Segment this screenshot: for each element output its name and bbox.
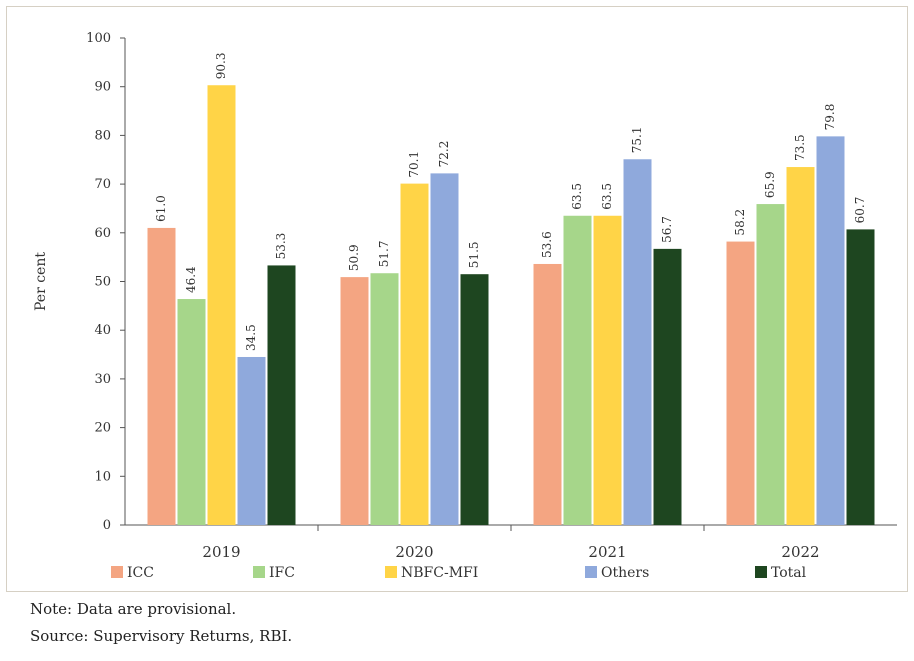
y-tick-label: 0 [103,518,111,533]
legend-swatch [253,566,265,578]
legend-swatch [385,566,397,578]
data-label: 50.9 [347,244,361,271]
bar-icc-2022 [726,241,755,526]
bar-others-2021 [623,159,652,525]
data-label: 51.5 [467,241,481,268]
data-label: 61.0 [154,195,168,222]
y-tick-label: 80 [94,128,111,143]
data-label: 72.2 [437,141,451,168]
x-tick-label: 2019 [202,543,240,561]
legend-label: IFC [269,565,295,581]
bar-icc-2020 [340,277,369,525]
data-label: 70.1 [407,151,421,178]
data-label: 60.7 [853,197,867,224]
bar-total-2021 [653,248,682,525]
data-label: 65.9 [763,171,777,198]
y-tick-label: 30 [94,372,111,387]
bar-nbfc-mfi-2021 [593,215,622,525]
bar-total-2022 [846,229,875,526]
data-label: 63.5 [600,183,614,210]
y-axis-title: Per cent [33,252,49,311]
note-text: Note: Data are provisional. [30,600,237,618]
legend-swatch [755,566,767,578]
data-label: 58.2 [733,209,747,236]
bar-ifc-2020 [370,273,399,525]
bar-total-2020 [460,274,489,525]
legend-swatch [585,566,597,578]
bar-ifc-2021 [563,215,592,525]
bar-others-2022 [816,136,845,525]
legend-label: ICC [127,565,154,581]
data-label: 63.5 [570,183,584,210]
bar-icc-2019 [147,227,176,525]
x-tick-label: 2020 [395,543,433,561]
bar-nbfc-mfi-2020 [400,183,429,525]
bar-ifc-2022 [756,204,785,525]
legend-label: Total [771,565,807,581]
bar-nbfc-mfi-2019 [207,85,236,525]
y-tick-label: 20 [94,421,111,436]
data-label: 51.7 [377,241,391,268]
y-tick-label: 10 [94,469,111,484]
data-label: 79.8 [823,104,837,131]
data-label: 75.1 [630,127,644,154]
bar-others-2020 [430,173,459,526]
chart-frame: 0 10 20 30 40 50 60 70 80 90 100 Per cent 61.0 46.4 90… [6,6,908,592]
y-tick-label: 40 [94,323,111,338]
source-text: Source: Supervisory Returns, RBI. [30,627,293,645]
data-label: 53.6 [540,231,554,258]
data-label: 90.3 [214,53,228,80]
x-tick-label: 2021 [588,543,626,561]
bar-ifc-2019 [177,299,206,525]
bar-others-2019 [237,356,266,525]
legend-label: NBFC-MFI [401,565,478,581]
data-label: 73.5 [793,134,807,161]
y-tick-label: 50 [94,275,111,290]
bar-total-2019 [267,265,296,525]
y-tick-label: 70 [94,177,111,192]
y-tick-label: 100 [86,31,111,46]
data-label: 46.4 [184,266,198,293]
bar-chart: 0 10 20 30 40 50 60 70 80 90 100 Per cent 61.0 46.4 90… [33,31,897,581]
legend-label: Others [601,565,649,581]
data-label: 34.5 [244,324,258,351]
bar-icc-2021 [533,263,562,525]
data-label: 53.3 [274,233,288,260]
bar-nbfc-mfi-2022 [786,167,815,525]
legend-swatch [111,566,123,578]
data-label: 56.7 [660,216,674,243]
x-tick-label: 2022 [781,543,819,561]
y-tick-label: 60 [94,226,111,241]
y-tick-label: 90 [94,80,111,95]
